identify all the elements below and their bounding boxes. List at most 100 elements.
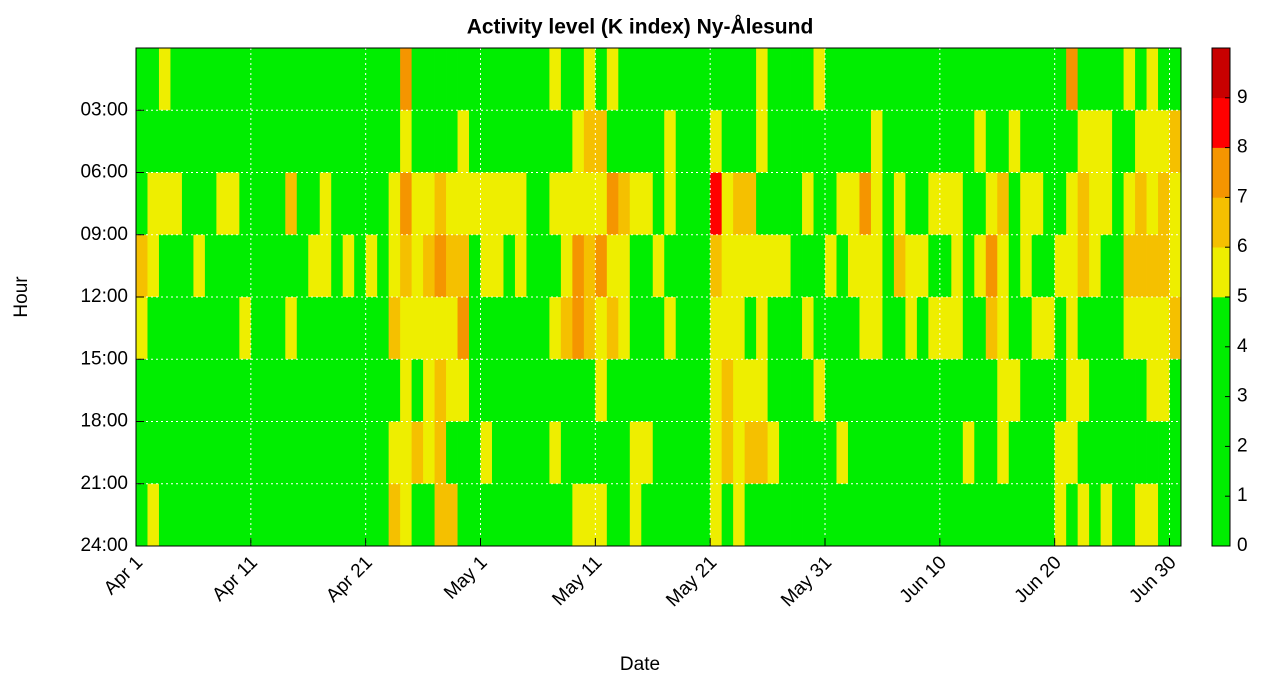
y-axis-label: Hour — [11, 276, 32, 318]
cell — [365, 48, 378, 111]
cell — [813, 48, 826, 111]
cell — [1077, 359, 1090, 422]
cell — [526, 483, 539, 547]
cell — [641, 297, 654, 360]
cell — [158, 297, 171, 360]
cell — [342, 483, 355, 547]
cell — [710, 234, 723, 298]
cell — [354, 48, 367, 111]
cell — [136, 297, 148, 360]
cell — [606, 483, 619, 547]
cell — [1031, 359, 1044, 422]
colorbar-segment — [1212, 48, 1230, 99]
x-tick-label: Apr 21 — [322, 552, 376, 606]
cell — [951, 110, 964, 173]
cell — [951, 234, 964, 298]
cell — [687, 48, 700, 111]
cell — [158, 172, 171, 236]
cell — [354, 483, 367, 547]
cell — [916, 421, 929, 485]
cell — [1054, 421, 1067, 485]
cell — [790, 297, 803, 360]
cell — [779, 110, 791, 173]
cell — [675, 297, 688, 360]
cell — [1135, 421, 1147, 485]
cell — [216, 48, 229, 111]
cell — [377, 234, 390, 298]
cell — [537, 172, 550, 236]
cell — [572, 359, 585, 422]
cell — [859, 421, 872, 485]
cell — [136, 172, 148, 236]
cell — [1043, 297, 1056, 360]
cell — [1066, 359, 1079, 422]
cell — [721, 483, 734, 547]
colorbar-tick-label: 9 — [1237, 87, 1248, 108]
cell — [802, 421, 814, 485]
cell — [595, 483, 608, 547]
cell — [1100, 297, 1113, 360]
cell — [939, 234, 952, 298]
cell — [1089, 48, 1102, 111]
cell — [675, 172, 688, 236]
cell — [503, 48, 516, 111]
cell — [239, 421, 252, 485]
cell — [204, 234, 217, 298]
cell — [825, 110, 837, 173]
cell — [1054, 110, 1067, 173]
cell — [423, 172, 435, 236]
cell — [503, 234, 516, 298]
cell — [227, 359, 240, 422]
cell — [411, 483, 424, 547]
cell — [618, 110, 631, 173]
cell — [870, 483, 883, 547]
cell — [893, 110, 906, 173]
cell — [710, 297, 723, 360]
cell — [296, 421, 309, 485]
cell — [790, 110, 803, 173]
cell — [457, 110, 470, 173]
cell — [1158, 483, 1170, 547]
cell — [756, 110, 768, 173]
cell — [457, 483, 470, 547]
cell — [664, 234, 677, 298]
cell — [193, 359, 206, 422]
cell — [193, 234, 206, 298]
cell — [170, 48, 183, 111]
cell — [664, 359, 677, 422]
cell — [423, 48, 435, 111]
cell — [377, 297, 390, 360]
cell — [514, 421, 527, 485]
cell — [733, 483, 746, 547]
cell — [377, 421, 390, 485]
cell — [549, 483, 562, 547]
cell — [354, 297, 367, 360]
cell — [319, 172, 332, 236]
cell — [446, 234, 458, 298]
cell — [1066, 234, 1079, 298]
cell — [400, 483, 413, 547]
cell — [1135, 359, 1147, 422]
x-tick-label: Jun 20 — [1011, 552, 1066, 607]
cell — [813, 359, 826, 422]
cell — [147, 172, 160, 236]
cell — [1054, 359, 1067, 422]
cell — [285, 359, 298, 422]
cell — [296, 483, 309, 547]
cell — [411, 172, 424, 236]
colorbar-segment — [1212, 147, 1230, 198]
cell — [1123, 359, 1136, 422]
cell — [675, 421, 688, 485]
cell — [882, 48, 895, 111]
cell — [985, 234, 998, 298]
y-tick-label: 09:00 — [80, 224, 128, 245]
cell — [273, 421, 286, 485]
cell — [1054, 234, 1067, 298]
cell — [928, 48, 941, 111]
cell — [342, 48, 355, 111]
cell — [825, 297, 837, 360]
cell — [974, 234, 987, 298]
cell — [825, 48, 837, 111]
cell — [262, 234, 275, 298]
cell — [710, 172, 723, 236]
